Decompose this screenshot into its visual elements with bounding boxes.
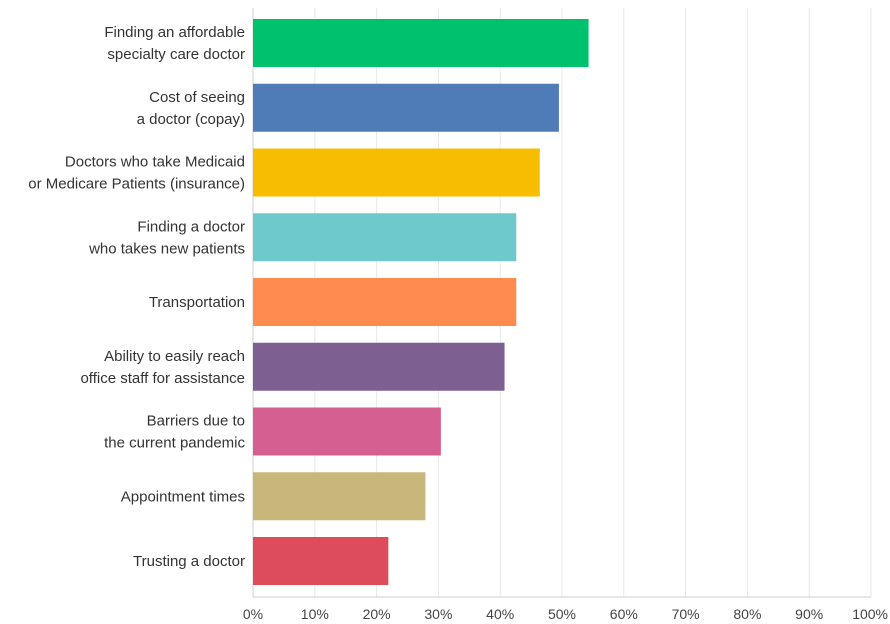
category-label: Barriers due to the current pandemic xyxy=(104,413,245,452)
bar xyxy=(253,148,540,197)
bar xyxy=(253,278,517,326)
x-axis-tick-labels: 0% 10% 20% 30% 40% 50% 60% 70% 80% 90% 100% xyxy=(243,606,888,622)
x-tick-label: 50% xyxy=(548,606,576,622)
bar xyxy=(253,407,441,456)
category-label: Trusting a doctor xyxy=(133,553,245,570)
category-label: Finding a doctor who takes new patients xyxy=(88,218,245,257)
category-label: Ability to easily reach office staff for … xyxy=(80,348,245,387)
x-tick-label: 60% xyxy=(610,606,638,622)
category-label: Doctors who take Medicaid or Medicare Pat… xyxy=(28,154,245,193)
x-tick-label: 20% xyxy=(363,606,391,622)
x-tick-label: 30% xyxy=(424,606,452,622)
bar xyxy=(253,537,389,585)
category-label: Transportation xyxy=(149,294,245,311)
x-tick-label: 100% xyxy=(852,606,888,622)
x-tick-label: 90% xyxy=(795,606,823,622)
bars xyxy=(253,19,589,585)
x-tick-label: 10% xyxy=(301,606,329,622)
bar xyxy=(253,83,559,132)
bar xyxy=(253,19,589,67)
bar xyxy=(253,472,426,521)
x-tick-label: 0% xyxy=(243,606,263,622)
category-labels: Finding an affordable specialty care doct… xyxy=(28,24,245,570)
category-label: Cost of seeing a doctor (copay) xyxy=(137,89,245,128)
x-tick-label: 40% xyxy=(486,606,514,622)
category-label: Appointment times xyxy=(121,488,245,505)
bar xyxy=(253,213,517,262)
x-tick-label: 80% xyxy=(733,606,761,622)
x-tick-label: 70% xyxy=(672,606,700,622)
bar xyxy=(253,342,505,391)
category-label: Finding an affordable specialty care doct… xyxy=(104,24,245,63)
